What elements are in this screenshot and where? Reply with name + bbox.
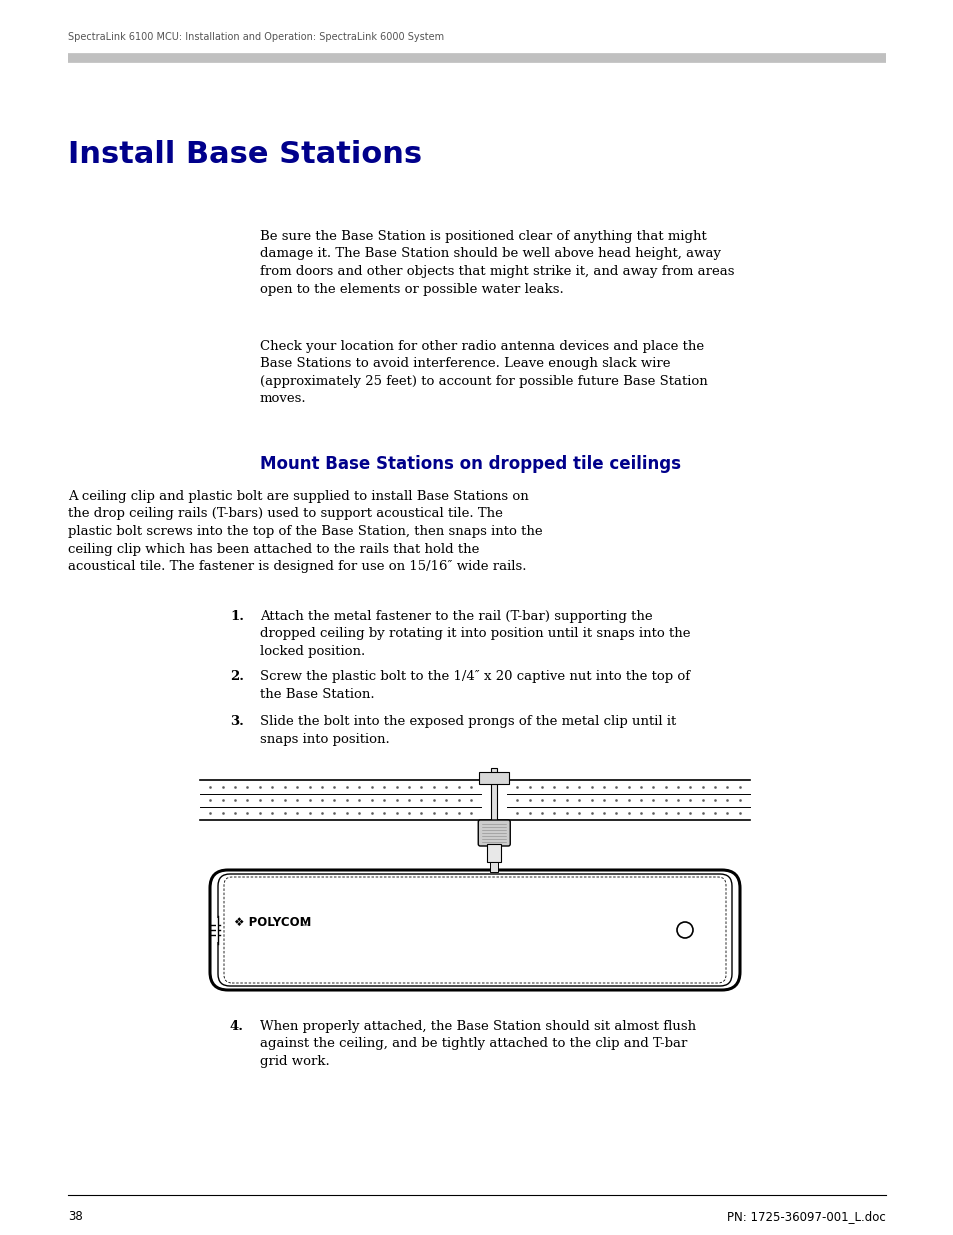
Text: Be sure the Base Station is positioned clear of anything that might
damage it. T: Be sure the Base Station is positioned c… xyxy=(260,230,734,295)
Text: Attach the metal fastener to the rail (T-bar) supporting the
dropped ceiling by : Attach the metal fastener to the rail (T… xyxy=(260,610,690,658)
FancyBboxPatch shape xyxy=(218,874,731,986)
Text: SpectraLink 6100 MCU: Installation and Operation: SpectraLink 6000 System: SpectraLink 6100 MCU: Installation and O… xyxy=(68,32,444,42)
FancyBboxPatch shape xyxy=(224,877,725,983)
Text: 1.: 1. xyxy=(230,610,244,622)
Text: Install Base Stations: Install Base Stations xyxy=(68,140,421,169)
Bar xyxy=(487,844,500,862)
Text: Slide the bolt into the exposed prongs of the metal clip until it
snaps into pos: Slide the bolt into the exposed prongs o… xyxy=(260,715,676,746)
Circle shape xyxy=(677,923,692,939)
Text: When properly attached, the Base Station should sit almost flush
against the cei: When properly attached, the Base Station… xyxy=(260,1020,696,1068)
Bar xyxy=(490,862,497,872)
Text: Mount Base Stations on dropped tile ceilings: Mount Base Stations on dropped tile ceil… xyxy=(260,454,680,473)
FancyBboxPatch shape xyxy=(210,869,740,990)
Bar xyxy=(215,918,219,942)
Text: 38: 38 xyxy=(68,1210,83,1223)
Bar xyxy=(200,781,749,820)
Bar xyxy=(478,772,509,784)
Text: PN: 1725-36097-001_L.doc: PN: 1725-36097-001_L.doc xyxy=(726,1210,885,1223)
Text: ℠: ℠ xyxy=(301,924,308,930)
Text: 2.: 2. xyxy=(230,671,244,683)
Text: A ceiling clip and plastic bolt are supplied to install Base Stations on
the dro: A ceiling clip and plastic bolt are supp… xyxy=(68,490,542,573)
Text: ❖ POLYCOM: ❖ POLYCOM xyxy=(233,915,311,929)
Text: Check your location for other radio antenna devices and place the
Base Stations : Check your location for other radio ante… xyxy=(260,340,707,405)
Text: Screw the plastic bolt to the 1/4″ x 20 captive nut into the top of
the Base Sta: Screw the plastic bolt to the 1/4″ x 20 … xyxy=(260,671,689,700)
Text: 4.: 4. xyxy=(230,1020,244,1032)
Text: 3.: 3. xyxy=(230,715,244,727)
FancyBboxPatch shape xyxy=(477,820,510,846)
Bar xyxy=(491,768,497,858)
